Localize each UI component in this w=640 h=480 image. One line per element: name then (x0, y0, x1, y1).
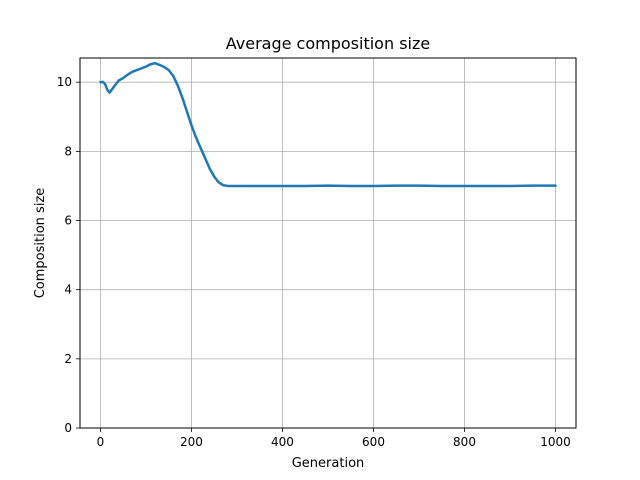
y-tick-label: 4 (64, 283, 72, 297)
y-tick-label: 2 (64, 352, 72, 366)
x-tick-label: 800 (453, 435, 476, 449)
x-tick-label: 600 (362, 435, 385, 449)
y-tick-label: 0 (64, 421, 72, 435)
x-axis: 0 200 400 600 800 1000 (97, 428, 571, 449)
x-axis-label: Generation (292, 456, 365, 471)
chart-title: Average composition size (226, 34, 430, 53)
series-group (99, 61, 557, 188)
y-axis: 0 2 4 6 8 10 (57, 75, 80, 435)
series-line (99, 61, 557, 188)
y-tick-label: 8 (64, 144, 72, 158)
x-tick-label: 0 (97, 435, 105, 449)
plot-frame (79, 57, 577, 429)
x-tick-label: 1000 (540, 435, 571, 449)
y-axis-label: Composition size (33, 188, 48, 299)
x-tick-label: 400 (271, 435, 294, 449)
x-tick-label: 200 (180, 435, 203, 449)
y-tick-label: 10 (57, 75, 72, 89)
y-tick-label: 6 (64, 214, 72, 228)
